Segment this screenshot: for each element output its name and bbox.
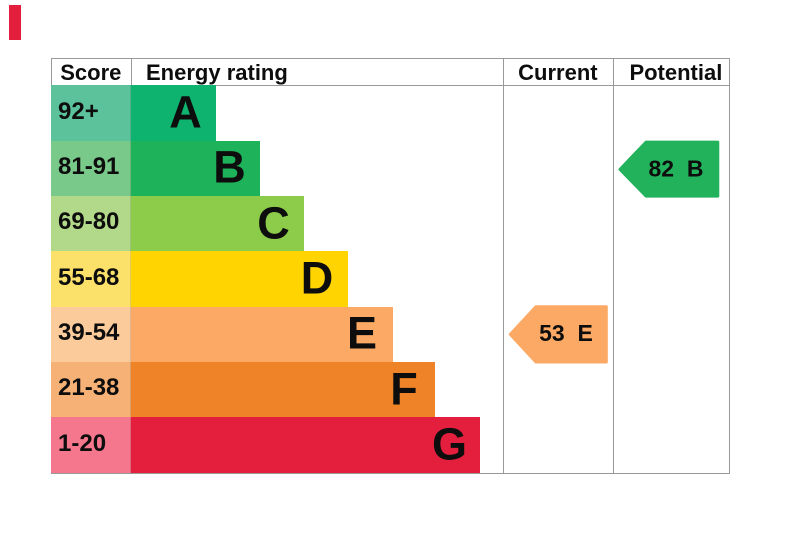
svg-text:53 E: 53 E [539, 320, 593, 346]
svg-text:82 B: 82 B [649, 156, 704, 182]
